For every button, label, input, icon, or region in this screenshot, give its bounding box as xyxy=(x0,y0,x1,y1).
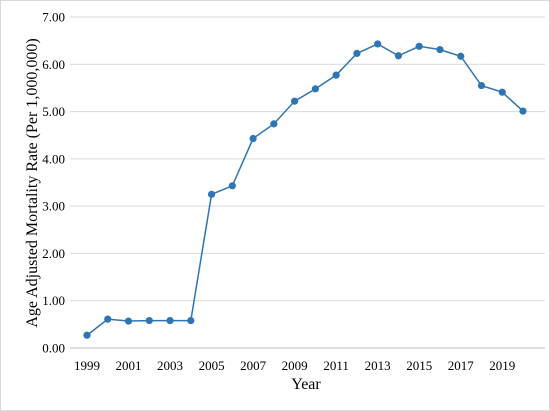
x-tick-label: 2017 xyxy=(448,358,475,373)
x-tick-label: 1999 xyxy=(74,358,100,373)
data-point xyxy=(332,71,340,79)
y-tick-labels: 0.00 1.00 2.00 3.00 4.00 5.00 6.00 7.00 xyxy=(42,10,65,356)
data-point xyxy=(166,316,174,325)
y-tick-label: 1.00 xyxy=(42,293,65,308)
data-point xyxy=(83,331,91,339)
data-point xyxy=(145,316,153,325)
series-line xyxy=(86,43,524,336)
y-tick-label: 2.00 xyxy=(42,246,65,261)
data-point xyxy=(249,134,257,143)
y-axis-title: Age Adjusted Mortality Rate (Per 1,000,0… xyxy=(24,38,41,327)
y-tick-label: 0.00 xyxy=(42,341,65,356)
data-point xyxy=(207,190,216,198)
data-point xyxy=(498,88,506,96)
data-point xyxy=(477,81,486,90)
data-point xyxy=(187,316,195,325)
x-tick-label: 2009 xyxy=(282,358,308,373)
y-tick-label: 7.00 xyxy=(42,10,65,25)
data-point xyxy=(457,52,465,60)
x-tick-label: 2019 xyxy=(489,358,515,373)
data-point xyxy=(436,46,444,54)
x-tick-label: 2005 xyxy=(199,358,225,373)
y-tick-label: 5.00 xyxy=(42,104,65,119)
x-tick-label: 2015 xyxy=(406,358,432,373)
data-point xyxy=(104,315,112,323)
data-point xyxy=(270,120,278,128)
x-tick-label: 2013 xyxy=(365,358,391,373)
x-tick-label: 2007 xyxy=(240,358,267,373)
data-point xyxy=(291,97,299,105)
data-point xyxy=(228,182,236,190)
x-tick-label: 2001 xyxy=(116,358,142,373)
x-tick-labels: 1999 2001 2003 2005 2007 2009 2011 2013 2015 2017… xyxy=(74,358,515,373)
y-tick-label: 4.00 xyxy=(42,151,65,166)
x-axis-title: Year xyxy=(291,376,321,393)
data-point xyxy=(311,85,319,93)
gridlines xyxy=(70,16,545,349)
series-layer xyxy=(83,40,527,339)
x-tick-label: 2011 xyxy=(323,358,349,373)
x-tick-label: 2003 xyxy=(157,358,183,373)
data-point xyxy=(353,49,361,58)
y-tick-label: 3.00 xyxy=(42,199,65,214)
data-point xyxy=(124,317,133,325)
data-point xyxy=(415,42,423,50)
data-point xyxy=(519,107,527,115)
data-point xyxy=(374,40,382,48)
data-point xyxy=(394,52,403,60)
y-tick-label: 6.00 xyxy=(42,57,65,72)
